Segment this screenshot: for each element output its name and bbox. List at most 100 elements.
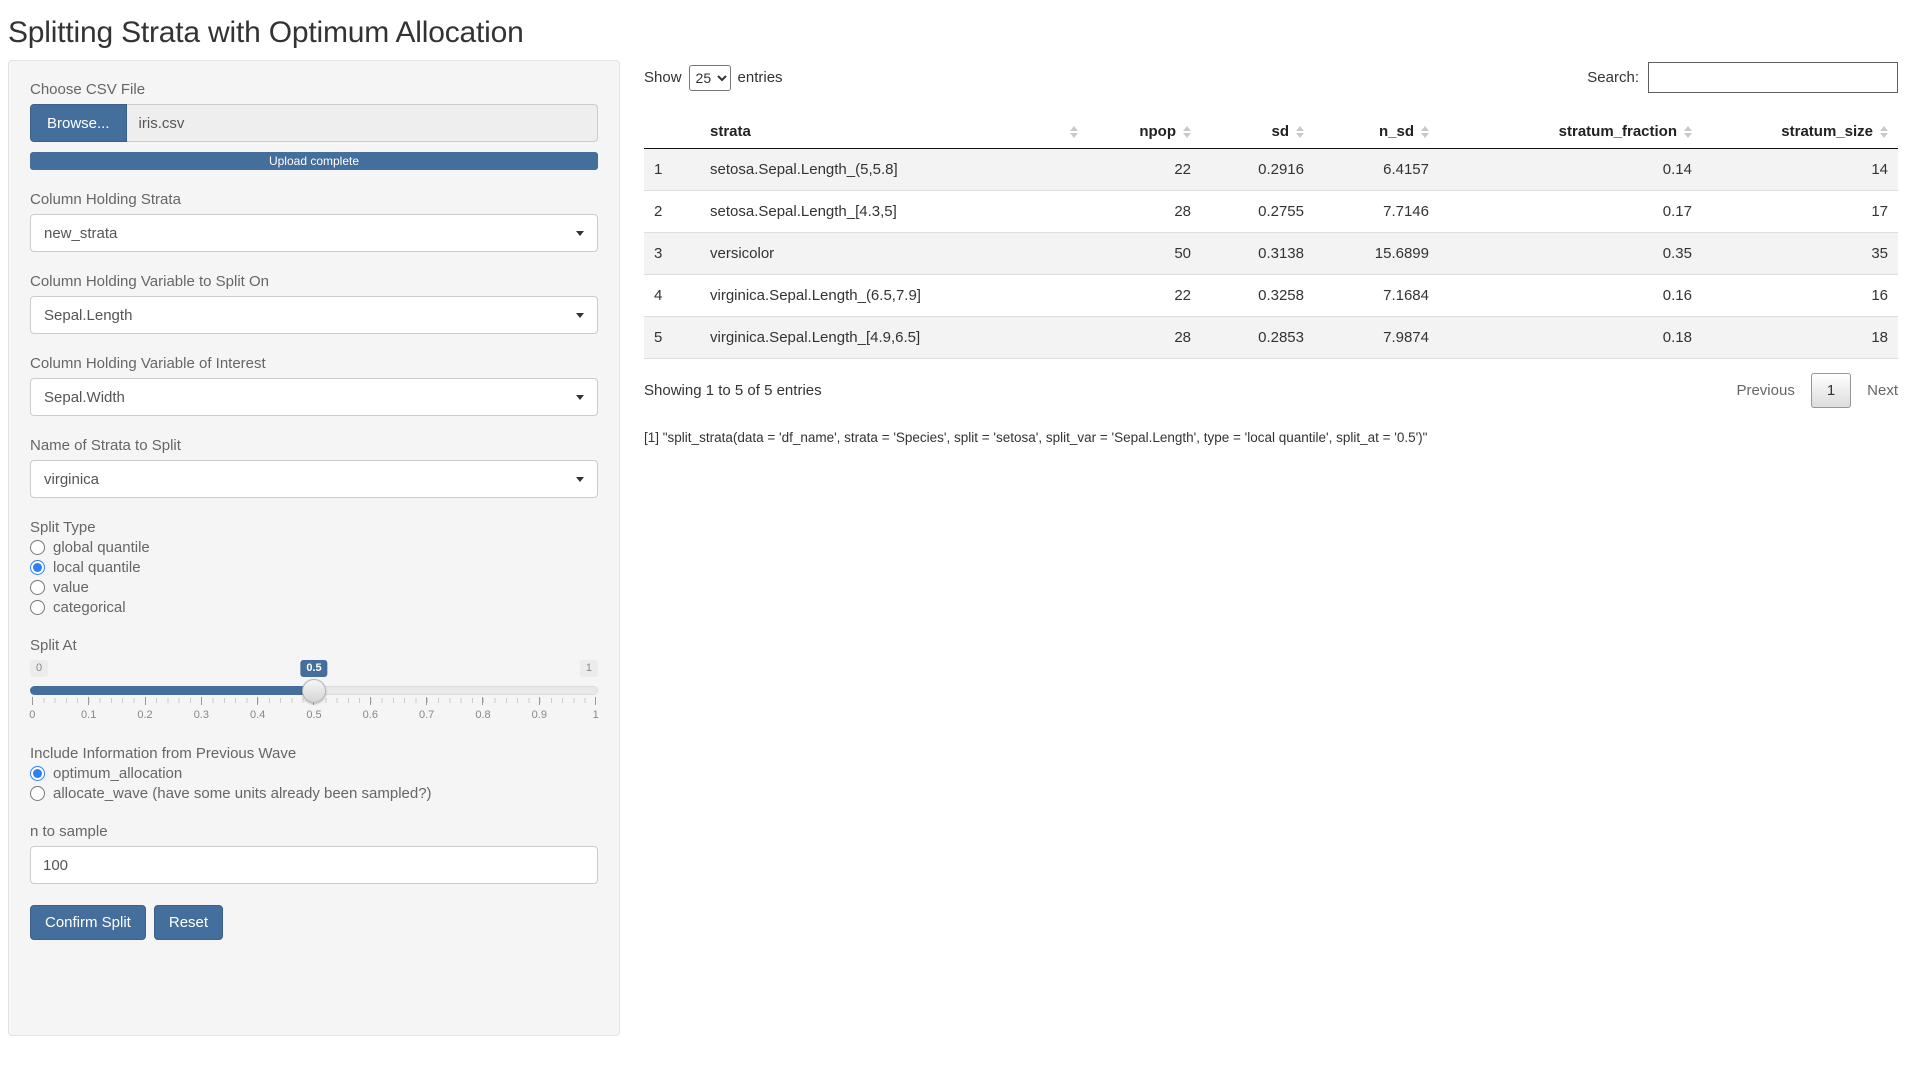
row-number-cell: 5 [644, 316, 700, 359]
n-sd-cell: 7.1684 [1314, 274, 1439, 317]
row-number-cell: 4 [644, 274, 700, 317]
slider-tick-label: 0.1 [60, 697, 117, 721]
column-header[interactable]: sd [1201, 115, 1314, 149]
stratum-fraction-cell: 0.18 [1439, 316, 1702, 359]
previous-wave-option[interactable]: optimum_allocation [30, 765, 598, 782]
previous-page-button[interactable]: Previous [1736, 382, 1795, 399]
stratum-fraction-cell: 0.14 [1439, 148, 1702, 191]
caret-down-icon [576, 394, 584, 400]
select-interest-variable[interactable]: Sepal.Width [30, 378, 598, 416]
previous-wave-group: Include Information from Previous Wave o… [30, 745, 598, 802]
slider-tick-label: 0.4 [229, 697, 286, 721]
column-header-label: strata [710, 123, 751, 140]
split-type-option[interactable]: value [30, 579, 598, 596]
strata-column-label: Column Holding Strata [30, 191, 181, 208]
sort-icon[interactable] [1296, 125, 1304, 138]
split-type-option-label: value [53, 579, 89, 596]
search-input[interactable] [1648, 62, 1898, 93]
column-header[interactable] [644, 115, 700, 149]
show-label: Show [644, 69, 682, 86]
main-panel: Show 25 entries Search: [644, 60, 1898, 445]
stratum-size-cell: 17 [1702, 190, 1898, 233]
select-strata-column[interactable]: new_strata [30, 214, 598, 252]
npop-cell: 22 [1088, 274, 1201, 317]
slider-handle[interactable] [302, 678, 326, 703]
upload-progress-text: Upload complete [268, 154, 360, 168]
split-type-option[interactable]: categorical [30, 599, 598, 616]
table-row: 2 setosa.Sepal.Length_[4.3,5] 28 0.2755 … [644, 190, 1898, 233]
slider-min-badge: 0 [30, 660, 49, 677]
upload-progress-bar: Upload complete [30, 152, 598, 170]
interest-variable-label: Column Holding Variable of Interest [30, 355, 266, 372]
file-input-label: Choose CSV File [30, 81, 146, 98]
page-title: Splitting Strata with Optimum Allocation [8, 16, 524, 49]
split-type-radio[interactable] [30, 580, 45, 595]
strata-to-split-label: Name of Strata to Split [30, 437, 181, 454]
sort-icon[interactable] [1684, 125, 1692, 138]
previous-wave-option-label: optimum_allocation [53, 765, 183, 782]
column-header-label: n_sd [1378, 123, 1414, 140]
next-page-button[interactable]: Next [1867, 382, 1898, 399]
browse-button[interactable]: Browse... [30, 104, 127, 142]
strata-cell: versicolor [700, 232, 1088, 275]
strata-cell: setosa.Sepal.Length_[4.3,5] [700, 190, 1088, 233]
entries-label: entries [737, 69, 783, 86]
table-row: 1 setosa.Sepal.Length_(5,5.8] 22 0.2916 … [644, 148, 1898, 191]
reset-button[interactable]: Reset [153, 905, 224, 940]
split-type-radio[interactable] [30, 560, 45, 575]
split-type-radio[interactable] [30, 540, 45, 555]
filename-field[interactable] [126, 104, 598, 142]
n-to-sample-field[interactable] [30, 846, 598, 884]
caret-down-icon [576, 312, 584, 318]
n-to-sample-group: n to sample [30, 823, 598, 884]
select-split-variable[interactable]: Sepal.Length [30, 296, 598, 334]
split-type-option[interactable]: global quantile [30, 539, 598, 556]
column-header-label: sd [1271, 123, 1289, 140]
stratum-fraction-cell: 0.35 [1439, 232, 1702, 275]
sort-icon[interactable] [1183, 125, 1191, 138]
split-type-option-label: local quantile [53, 559, 141, 576]
pagination: Previous 1 Next [1736, 373, 1898, 408]
results-table: strata npop [644, 115, 1898, 359]
previous-wave-option-label: allocate_wave (have some units already b… [53, 785, 432, 802]
previous-wave-radio[interactable] [30, 786, 45, 801]
table-search-control: Search: [1587, 62, 1898, 93]
previous-wave-radio[interactable] [30, 766, 45, 781]
row-number-cell: 1 [644, 148, 700, 191]
stratum-size-cell: 16 [1702, 274, 1898, 317]
sort-icon[interactable] [1880, 125, 1888, 138]
confirm-split-button[interactable]: Confirm Split [30, 905, 146, 940]
column-header[interactable]: n_sd [1314, 115, 1439, 149]
stratum-fraction-cell: 0.16 [1439, 274, 1702, 317]
strata-column-group: Column Holding Strata new_strata [30, 191, 598, 252]
current-page-button[interactable]: 1 [1810, 373, 1852, 408]
app-page: Splitting Strata with Optimum Allocation… [0, 16, 1906, 1036]
column-header[interactable]: strata [700, 115, 1088, 149]
slider-grid: 0 0.1 0.2 0.3 0.4 0.5 0.6 [4, 697, 624, 721]
sidebar-panel: Choose CSV File Browse... Upload complet… [4, 60, 624, 1036]
page-length-control: Show 25 entries [644, 64, 783, 91]
split-at-group: Split At 0 0.5 1 0 0.1 [4, 637, 624, 721]
slider-track[interactable] [30, 678, 598, 703]
split-type-option[interactable]: local quantile [30, 559, 598, 576]
split-type-option-label: categorical [53, 599, 126, 616]
previous-wave-label: Include Information from Previous Wave [30, 745, 297, 762]
select-strata-column-value: new_strata [44, 224, 118, 242]
table-row: 4 virginica.Sepal.Length_(6.5,7.9] 22 0.… [644, 274, 1898, 317]
split-type-radio[interactable] [30, 600, 45, 615]
column-header[interactable]: stratum_size [1702, 115, 1898, 149]
strata-to-split-group: Name of Strata to Split virginica [30, 437, 598, 498]
column-header[interactable]: stratum_fraction [1439, 115, 1702, 149]
slider-tick-label: 1 [567, 697, 624, 721]
split-type-option-label: global quantile [53, 539, 150, 556]
sort-icon[interactable] [1421, 125, 1429, 138]
slider-tick-label: 0 [4, 697, 61, 721]
previous-wave-option[interactable]: allocate_wave (have some units already b… [30, 785, 598, 802]
sort-icon[interactable] [1070, 125, 1078, 138]
column-header[interactable]: npop [1088, 115, 1201, 149]
n-sd-cell: 6.4157 [1314, 148, 1439, 191]
page-length-select[interactable]: 25 [688, 64, 731, 91]
split-at-label: Split At [30, 637, 77, 654]
row-number-cell: 3 [644, 232, 700, 275]
select-strata-to-split[interactable]: virginica [30, 460, 598, 498]
